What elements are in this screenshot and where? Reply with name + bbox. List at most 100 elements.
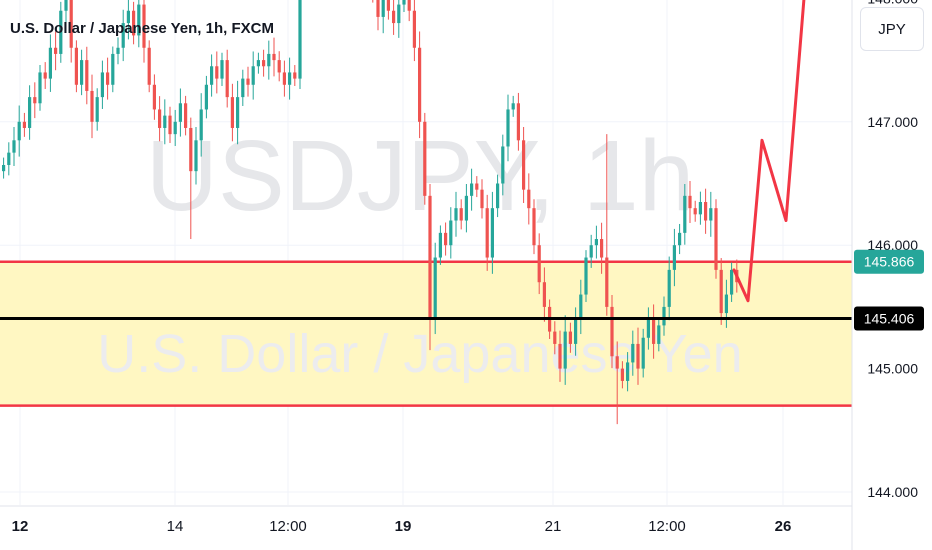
candle-body <box>272 53 276 61</box>
candle-body <box>17 121 21 141</box>
candle-body <box>693 208 697 215</box>
candle-body <box>730 269 734 295</box>
candle-body <box>2 164 6 172</box>
candle-body <box>147 47 151 85</box>
projection-line[interactable] <box>732 0 822 303</box>
candle-body <box>724 294 728 314</box>
candle-body <box>553 331 557 344</box>
candle-body <box>152 84 156 110</box>
candle-body <box>137 4 141 36</box>
candle-body <box>615 356 619 369</box>
candle-body <box>48 47 52 79</box>
candle-body <box>579 294 583 320</box>
price-label-text: 145.866 <box>864 254 915 270</box>
time-tick-label: 12:00 <box>648 518 686 535</box>
candle-body <box>490 208 494 258</box>
candle-body <box>22 121 26 128</box>
candle-body <box>516 103 520 141</box>
candle-body <box>475 183 479 190</box>
candle-body <box>376 0 380 17</box>
candle-body <box>189 127 193 172</box>
candle-body <box>168 115 172 135</box>
candle-body <box>85 60 89 91</box>
time-tick-label: 12 <box>12 518 29 535</box>
time-axis[interactable]: 12 14 12:00 19 21 12:00 26 <box>0 505 852 535</box>
price-label-box <box>854 249 924 274</box>
candle-body <box>392 10 396 24</box>
candle-body <box>184 103 188 128</box>
currency-button[interactable]: JPY <box>860 7 924 51</box>
candle-body <box>106 72 110 85</box>
candle-body <box>267 53 271 67</box>
time-tick-label: 26 <box>775 518 792 535</box>
candle-body <box>464 195 468 221</box>
candle-body <box>501 146 505 184</box>
candle-body <box>246 78 250 85</box>
candle-body <box>178 103 182 122</box>
price-tick-label: 148.000 <box>867 0 918 6</box>
candle-body <box>126 10 130 24</box>
candle-body <box>256 60 260 67</box>
candle-body <box>449 220 453 246</box>
candle-body <box>215 66 219 79</box>
candle-body <box>433 257 437 320</box>
candle-body <box>277 60 281 73</box>
candle-body <box>719 269 723 314</box>
candle-body <box>428 195 432 320</box>
candle-body <box>646 319 650 338</box>
candle-body <box>542 282 546 307</box>
candle-body <box>667 269 671 307</box>
price-tick-label: 146.000 <box>867 237 918 253</box>
candle-body <box>511 103 515 110</box>
candle-body <box>163 115 167 128</box>
price-tick-label: 145.000 <box>867 361 918 377</box>
candle-body <box>589 245 593 258</box>
candle-body <box>594 239 598 246</box>
candle-body <box>111 53 115 85</box>
candle-body <box>657 325 661 344</box>
candle-body <box>714 208 718 270</box>
candle-body <box>142 4 146 48</box>
candle-body <box>584 257 588 295</box>
candle-body <box>485 208 489 258</box>
candle-body <box>38 72 42 104</box>
candle-body <box>204 84 208 110</box>
candle-body <box>496 183 500 209</box>
candle-body <box>194 140 198 172</box>
candle-body <box>636 343 640 369</box>
candle-body <box>230 97 234 128</box>
price-label-text: 145.406 <box>864 310 915 326</box>
projection-path[interactable] <box>732 0 822 303</box>
candle-body <box>610 306 614 357</box>
candle-body <box>574 319 578 344</box>
candle-body <box>480 189 484 209</box>
horizontal-levels[interactable] <box>0 0 852 320</box>
candle-body <box>262 60 266 67</box>
candle-body <box>662 306 666 326</box>
candle-body <box>236 97 240 128</box>
candle-body <box>59 10 63 54</box>
price-axis[interactable]: 151.000150.000149.000148.000147.000146.0… <box>851 0 918 550</box>
grid-lines <box>0 0 852 505</box>
candle-body <box>54 47 58 54</box>
candle-body <box>381 0 385 17</box>
candle-body <box>688 195 692 209</box>
candle-body <box>28 97 32 128</box>
candle-body <box>121 23 125 48</box>
candle-body <box>132 10 136 36</box>
candle-body <box>386 0 390 11</box>
candle-body <box>80 60 84 85</box>
candle-body <box>563 331 567 369</box>
candle-body <box>423 121 427 196</box>
candle-body <box>698 202 702 215</box>
candle-body <box>683 195 687 233</box>
candle-body <box>641 337 645 369</box>
candle-body <box>631 343 635 363</box>
candle-body <box>600 239 604 258</box>
candle-body <box>199 109 203 141</box>
candle-body <box>558 343 562 369</box>
candle-body <box>241 78 245 98</box>
candle-body <box>537 245 541 283</box>
candle-body <box>527 189 531 209</box>
